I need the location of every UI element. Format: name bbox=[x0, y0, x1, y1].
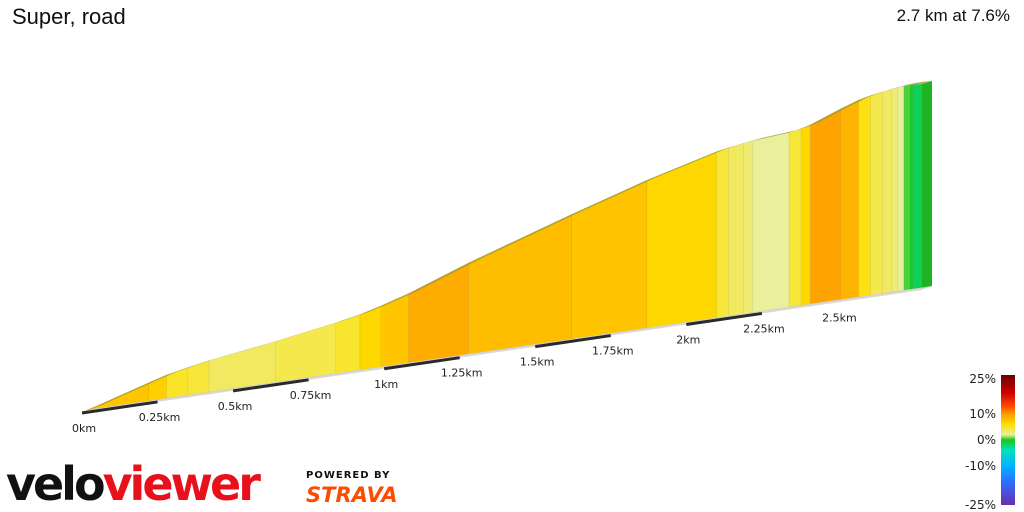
distance-scale-bar bbox=[81, 400, 158, 415]
distance-scale-bar bbox=[535, 334, 611, 349]
gradient-segment bbox=[809, 108, 841, 306]
gradient-segment bbox=[716, 147, 729, 320]
gradient-segment bbox=[912, 83, 923, 291]
gradient-segment bbox=[897, 85, 905, 293]
gradient-segment bbox=[882, 88, 893, 296]
x-tick-label: 2km bbox=[676, 334, 700, 347]
gradient-segment bbox=[858, 95, 871, 299]
legend-label: 25% bbox=[969, 372, 996, 386]
x-tick-label: 0.25km bbox=[139, 411, 181, 424]
distance-scale-bar bbox=[383, 356, 460, 371]
distance-axis: 0km 0.25km 0.5km 0.75km 1km 1.25km 1.5km 1.75km… bbox=[72, 286, 932, 435]
x-tick-label: 1km bbox=[374, 378, 398, 391]
gradient-segment bbox=[335, 314, 361, 376]
legend-color-bar bbox=[1001, 375, 1015, 505]
x-tick-label: 0.75km bbox=[290, 389, 332, 402]
gradient-segment bbox=[788, 128, 802, 309]
gradient-segment bbox=[891, 87, 899, 294]
gradient-legend: 25% 10% 0% -10% -25% bbox=[965, 372, 1015, 512]
powered-by-label: POWERED BY bbox=[306, 470, 390, 481]
gradient-segment bbox=[728, 142, 745, 318]
gradient-segment bbox=[407, 262, 470, 365]
x-tick-label: 2.5km bbox=[822, 311, 857, 324]
veloviewer-strava-logo: veloviewer POWERED BY STRAVA bbox=[6, 457, 398, 508]
gradient-segment bbox=[571, 179, 648, 341]
gradient-segment bbox=[646, 151, 717, 330]
gradient-segment bbox=[840, 99, 859, 302]
gradient-segment bbox=[359, 305, 382, 372]
gradient-segment bbox=[800, 124, 811, 308]
x-tick-label: 1.5km bbox=[520, 356, 555, 369]
logo-velo: veloviewer bbox=[6, 457, 261, 508]
distance-scale-bar bbox=[232, 378, 309, 393]
legend-label: 10% bbox=[969, 407, 996, 421]
climb-summary: 2.7 km at 7.6% bbox=[896, 6, 1010, 25]
gradient-segment bbox=[870, 91, 884, 297]
gradient-segment bbox=[903, 84, 911, 293]
gradient-segment bbox=[752, 132, 790, 315]
gradient-segment bbox=[468, 213, 572, 356]
x-tick-label: 1.75km bbox=[592, 345, 634, 358]
gradient-segment bbox=[187, 360, 210, 397]
strava-logo-text: STRAVA bbox=[306, 483, 398, 507]
elevation-profile-chart: 0km 0.25km 0.5km 0.75km 1km 1.25km 1.5km 1.75km… bbox=[72, 81, 932, 435]
x-tick-label: 1.25km bbox=[441, 367, 483, 380]
x-tick-label: 0km bbox=[72, 422, 96, 435]
profile-top-edge bbox=[82, 81, 932, 412]
page-title: Super, road bbox=[12, 4, 126, 29]
x-tick-label: 0.5km bbox=[218, 400, 253, 413]
gradient-segment bbox=[275, 322, 337, 385]
distance-scale-bar bbox=[686, 311, 763, 326]
legend-label: 0% bbox=[977, 433, 996, 447]
legend-label: -25% bbox=[965, 498, 996, 512]
profile-end-cap bbox=[922, 81, 932, 289]
gradient-segment bbox=[909, 84, 914, 292]
gradient-segment bbox=[743, 140, 754, 316]
distance-baseline bbox=[81, 288, 923, 413]
gradient-segments bbox=[81, 83, 923, 413]
x-tick-label: 2.25km bbox=[743, 322, 785, 335]
gradient-segment bbox=[166, 367, 189, 400]
legend-label: -10% bbox=[965, 459, 996, 473]
